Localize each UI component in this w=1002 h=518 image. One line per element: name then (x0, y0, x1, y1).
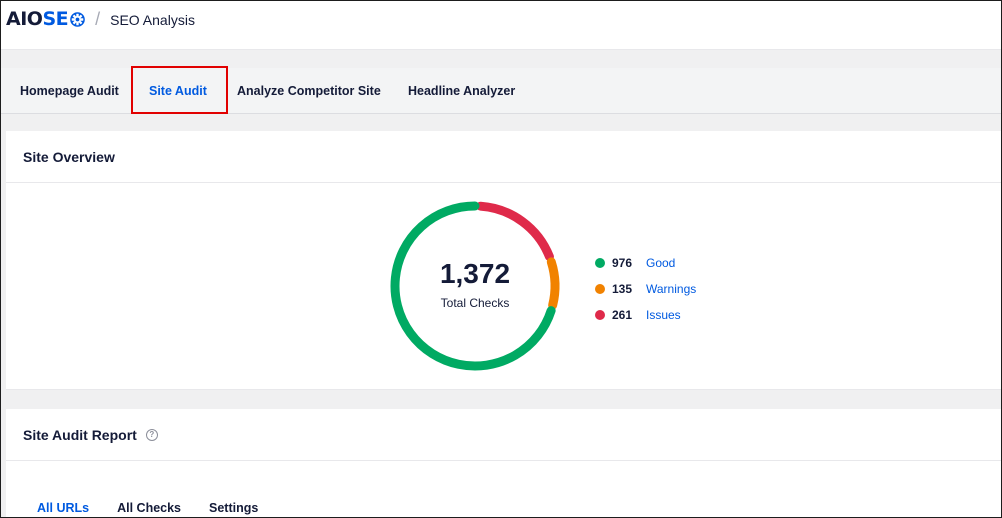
legend-link-warnings[interactable]: Warnings (646, 282, 697, 296)
good-dot-icon (595, 258, 605, 268)
legend-item-good: 976 Good (592, 250, 696, 276)
tab-settings[interactable]: Settings (209, 501, 259, 515)
tab-analyze-competitor-site[interactable]: Analyze Competitor Site (237, 84, 381, 98)
legend-count: 135 (612, 282, 633, 296)
aioseo-logo[interactable]: AIO SE (6, 10, 86, 29)
report-title: Site Audit Report (23, 426, 137, 443)
warning-dot-icon (595, 284, 605, 294)
analysis-tabs: Homepage Audit Site Audit Analyze Compet… (0, 68, 1002, 114)
report-header: Site Audit Report ? (6, 409, 1002, 461)
logo-seo-text: SE (42, 8, 69, 30)
tab-headline-analyzer[interactable]: Headline Analyzer (408, 84, 516, 98)
tab-all-urls[interactable]: All URLs (37, 501, 90, 515)
site-overview-title: Site Overview (6, 131, 1002, 183)
logo-aio-text: AIO (6, 8, 43, 30)
legend-item-issues: 261 Issues (592, 302, 696, 328)
site-overview-card: Site Overview 1,372 Total Checks 976 Goo… (6, 131, 1002, 390)
donut-chart-svg (390, 201, 560, 371)
total-checks-value: 1,372 (439, 258, 511, 289)
donut-chart: 1,372 Total Checks (387, 198, 563, 374)
tab-all-checks[interactable]: All Checks (117, 501, 182, 515)
issue-dot-icon (595, 310, 605, 320)
legend-count: 261 (612, 308, 633, 322)
question-circle-icon[interactable]: ? (145, 428, 158, 441)
breadcrumb-separator: / (95, 9, 101, 29)
total-checks-label: Total Checks (440, 296, 510, 310)
legend-link-issues[interactable]: Issues (646, 308, 681, 322)
donut-segment-issues (476, 201, 554, 262)
top-header: AIO SE / SEO Analysis (0, 0, 1002, 50)
legend-item-warnings: 135 Warnings (592, 276, 696, 302)
report-tabs: All URLs All Checks Settings (37, 501, 286, 515)
chart-legend: 976 Good 135 Warnings 261 Issues (592, 250, 696, 328)
tab-homepage-audit[interactable]: Homepage Audit (20, 84, 119, 98)
legend-count: 976 (612, 256, 633, 270)
legend-link-good[interactable]: Good (646, 256, 676, 270)
donut-segment-warnings (546, 257, 560, 310)
donut-segment-good (390, 201, 556, 371)
page-title: SEO Analysis (110, 11, 195, 28)
tab-site-audit[interactable]: Site Audit (149, 84, 207, 98)
donut-center: 1,372 Total Checks (387, 198, 563, 374)
site-audit-report-card: Site Audit Report ? All URLs All Checks … (6, 409, 1002, 518)
gear-icon (69, 11, 86, 28)
